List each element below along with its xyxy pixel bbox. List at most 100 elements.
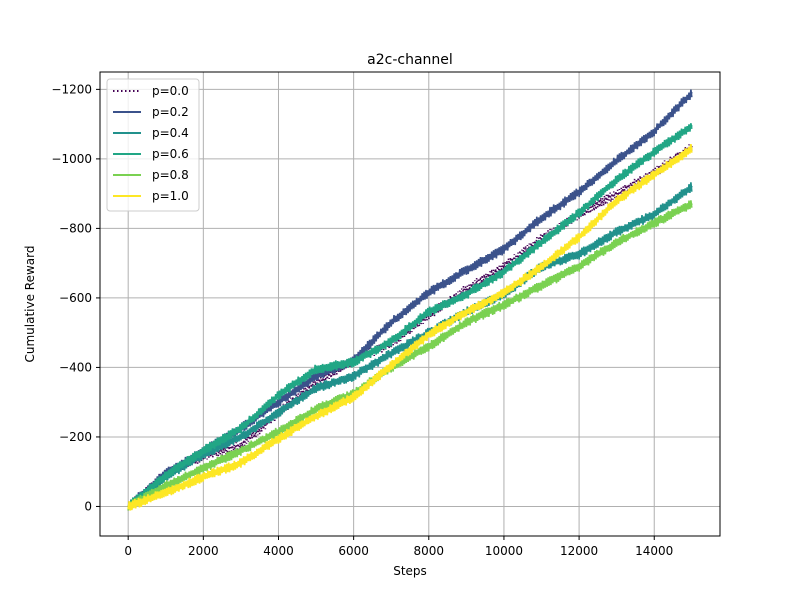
data-point — [615, 231, 618, 233]
y-tick-label: 0 — [84, 499, 92, 513]
x-tick-label: 4000 — [263, 544, 294, 558]
data-point — [315, 387, 317, 390]
y-tick-label: −400 — [59, 360, 92, 374]
data-point — [653, 151, 656, 153]
series-p=0.8 — [127, 200, 693, 511]
data-point — [315, 408, 317, 410]
data-point — [540, 265, 543, 268]
data-point — [202, 467, 205, 470]
x-tick-label: 2000 — [188, 544, 219, 558]
series-p=1.0 — [127, 144, 693, 511]
data-point — [503, 248, 505, 251]
x-axis-label: Steps — [393, 564, 427, 578]
data-point — [578, 253, 580, 256]
data-point — [240, 436, 242, 438]
data-point — [691, 92, 693, 94]
data-point — [578, 265, 580, 268]
y-tick-label: −800 — [59, 221, 92, 235]
data-point — [427, 333, 430, 336]
data-point — [390, 321, 393, 324]
legend-label: p=0.6 — [152, 147, 189, 161]
data-point — [164, 491, 167, 494]
y-axis-label: Cumulative Reward — [23, 246, 37, 363]
data-point — [390, 364, 393, 367]
data-point — [615, 192, 618, 195]
series-line — [127, 144, 693, 511]
plot-series — [127, 89, 693, 511]
data-point — [390, 352, 393, 355]
data-point — [691, 203, 693, 205]
data-point — [390, 340, 393, 343]
y-tick-label: −1200 — [51, 82, 92, 96]
data-point — [352, 361, 355, 364]
data-point — [691, 147, 693, 150]
data-point — [691, 125, 693, 127]
data-point — [127, 505, 129, 508]
data-point — [653, 130, 656, 132]
data-point — [578, 211, 580, 214]
x-tick-label: 12000 — [560, 544, 598, 558]
data-point — [503, 271, 505, 273]
series-p=0.6 — [127, 123, 693, 510]
data-point — [465, 321, 468, 324]
x-tick-label: 10000 — [485, 544, 523, 558]
data-point — [653, 213, 656, 216]
data-point — [653, 173, 656, 176]
data-point — [465, 269, 468, 271]
data-point — [277, 430, 280, 433]
legend-label: p=0.8 — [152, 168, 189, 182]
y-axis-ticks: 0 −200 −400 −600 −800 −1000 −1200 — [51, 82, 100, 513]
data-point — [427, 311, 430, 313]
legend-label: p=0.0 — [152, 84, 189, 98]
data-point — [164, 484, 167, 487]
chart-title: a2c-channel — [367, 52, 453, 68]
legend-label: p=0.2 — [152, 105, 189, 119]
data-point — [352, 396, 355, 398]
data-point — [653, 222, 656, 224]
data-point — [578, 236, 580, 238]
x-tick-label: 8000 — [414, 544, 445, 558]
data-point — [615, 241, 618, 244]
x-tick-label: 14000 — [635, 544, 673, 558]
data-point — [240, 450, 242, 452]
series-line — [127, 200, 693, 511]
data-point — [615, 159, 618, 162]
data-point — [427, 345, 430, 348]
data-point — [277, 401, 280, 403]
data-point — [277, 394, 280, 397]
data-point — [691, 185, 693, 188]
legend-label: p=0.4 — [152, 126, 189, 140]
data-point — [465, 288, 468, 291]
x-tick-label: 6000 — [338, 544, 369, 558]
data-point — [315, 415, 317, 417]
series-line — [127, 182, 693, 511]
data-point — [352, 375, 355, 377]
data-point — [240, 427, 242, 430]
data-point — [465, 311, 468, 313]
data-point — [578, 191, 580, 193]
y-tick-label: −600 — [59, 291, 92, 305]
data-point — [540, 241, 543, 244]
y-tick-label: −200 — [59, 430, 92, 444]
data-point — [427, 291, 430, 294]
data-point — [615, 199, 618, 202]
data-point — [540, 284, 543, 287]
plot-frame — [99, 71, 721, 537]
data-point — [315, 375, 317, 377]
data-point — [503, 304, 505, 306]
data-point — [277, 411, 280, 414]
data-point — [202, 476, 205, 478]
legend-label: p=1.0 — [152, 189, 189, 203]
data-point — [277, 437, 280, 440]
data-point — [202, 450, 205, 452]
legend: p=0.0 p=0.2 p=0.4 p=0.6 p=0.8 p=1.0 — [106, 78, 200, 212]
data-point — [240, 462, 242, 464]
data-point — [315, 368, 317, 370]
data-point — [503, 291, 505, 294]
x-tick-label: 0 — [124, 544, 132, 558]
y-tick-label: −1000 — [51, 152, 92, 166]
data-point — [465, 293, 468, 296]
data-point — [615, 178, 618, 181]
data-point — [540, 217, 543, 219]
